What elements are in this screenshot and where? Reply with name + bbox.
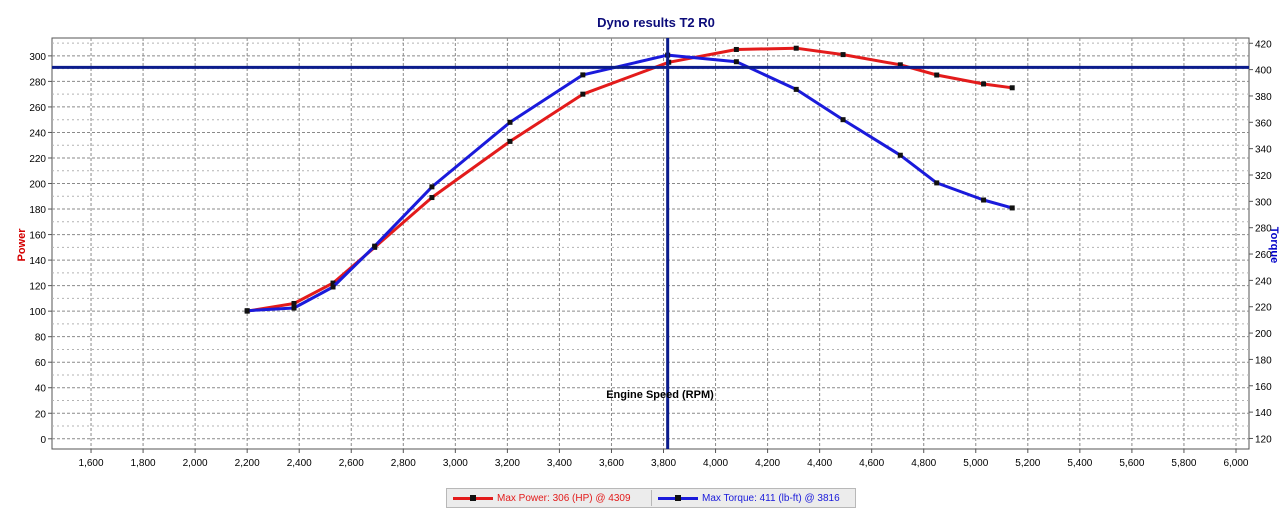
y2-tick-label: 200 bbox=[1255, 329, 1272, 340]
x-tick-label: 3,800 bbox=[651, 458, 676, 469]
x-tick-label: 5,600 bbox=[1119, 458, 1144, 469]
y2-tick-label: 300 bbox=[1255, 197, 1272, 208]
power-data-point bbox=[934, 72, 940, 78]
x-tick-label: 2,600 bbox=[339, 458, 364, 469]
x-tick-label: 4,600 bbox=[859, 458, 884, 469]
x-tick-label: 1,800 bbox=[131, 458, 156, 469]
y-tick-label: 260 bbox=[29, 103, 46, 114]
power-data-point bbox=[291, 300, 297, 306]
power-data-point bbox=[580, 91, 586, 97]
power-data-point bbox=[733, 46, 739, 52]
y-tick-label: 180 bbox=[29, 205, 46, 216]
x-axis-title: Engine Speed (RPM) bbox=[606, 389, 714, 401]
x-tick-label: 3,600 bbox=[599, 458, 624, 469]
x-tick-label: 3,400 bbox=[547, 458, 572, 469]
x-tick-label: 6,000 bbox=[1223, 458, 1248, 469]
torque-data-point bbox=[330, 284, 336, 290]
y-tick-label: 300 bbox=[29, 52, 46, 63]
y2-tick-label: 140 bbox=[1255, 408, 1272, 419]
x-tick-label: 4,400 bbox=[807, 458, 832, 469]
power-series-swatch bbox=[453, 493, 493, 503]
torque-data-point bbox=[897, 152, 903, 158]
torque-data-point bbox=[580, 72, 586, 78]
power-data-point bbox=[429, 195, 435, 201]
y2-tick-label: 340 bbox=[1255, 145, 1272, 156]
torque-data-point bbox=[1009, 205, 1015, 211]
y2-tick-label: 360 bbox=[1255, 118, 1272, 129]
power-data-point bbox=[840, 52, 846, 58]
y-tick-label: 80 bbox=[35, 333, 47, 344]
torque-series-swatch bbox=[658, 493, 698, 503]
power-data-point bbox=[1009, 85, 1015, 91]
x-tick-label: 2,200 bbox=[235, 458, 260, 469]
power-data-point bbox=[507, 138, 513, 144]
y2-tick-label: 160 bbox=[1255, 382, 1272, 393]
legend-power-label: Max Power: 306 (HP) @ 4309 bbox=[497, 492, 631, 504]
y2-tick-label: 180 bbox=[1255, 355, 1272, 366]
grid-lines bbox=[52, 38, 1249, 449]
y-tick-label: 60 bbox=[35, 358, 47, 369]
torque-data-point bbox=[291, 305, 297, 311]
torque-data-point bbox=[733, 59, 739, 65]
y-tick-label: 40 bbox=[35, 384, 47, 395]
x-tick-label: 5,400 bbox=[1067, 458, 1092, 469]
torque-data-point bbox=[981, 197, 987, 203]
legend-item-power[interactable]: Max Power: 306 (HP) @ 4309 bbox=[447, 493, 651, 504]
power-data-point bbox=[330, 280, 336, 286]
x-tick-label: 5,200 bbox=[1015, 458, 1040, 469]
y-tick-label: 280 bbox=[29, 77, 46, 88]
legend-divider bbox=[651, 490, 652, 506]
y-tick-label: 240 bbox=[29, 128, 46, 139]
x-tick-label: 3,000 bbox=[443, 458, 468, 469]
y2-tick-label: 260 bbox=[1255, 250, 1272, 261]
x-tick-label: 2,000 bbox=[183, 458, 208, 469]
y-tick-label: 20 bbox=[35, 409, 47, 420]
y-tick-label: 200 bbox=[29, 180, 46, 191]
y-tick-label: 140 bbox=[29, 256, 46, 267]
x-tick-label: 3,200 bbox=[495, 458, 520, 469]
y2-tick-label: 240 bbox=[1255, 276, 1272, 287]
legend-torque-label: Max Torque: 411 (lb-ft) @ 3816 bbox=[702, 492, 840, 504]
y2-tick-label: 320 bbox=[1255, 171, 1272, 182]
x-tick-label: 5,800 bbox=[1171, 458, 1196, 469]
torque-data-point bbox=[372, 243, 378, 249]
x-tick-label: 2,800 bbox=[391, 458, 416, 469]
chart-legend: Max Power: 306 (HP) @ 4309 Max Torque: 4… bbox=[446, 488, 856, 508]
y2-tick-label: 120 bbox=[1255, 434, 1272, 445]
y2-tick-label: 420 bbox=[1255, 39, 1272, 50]
power-data-point bbox=[897, 62, 903, 68]
y2-tick-label: 380 bbox=[1255, 92, 1272, 103]
x-tick-label: 4,200 bbox=[755, 458, 780, 469]
y2-tick-label: 280 bbox=[1255, 224, 1272, 235]
y-tick-label: 0 bbox=[40, 435, 46, 446]
torque-data-point bbox=[429, 184, 435, 190]
y2-tick-label: 400 bbox=[1255, 66, 1272, 77]
y-tick-label: 100 bbox=[29, 307, 46, 318]
crosshair-cursor bbox=[52, 38, 1249, 449]
torque-data-point bbox=[244, 308, 250, 314]
x-tick-label: 5,000 bbox=[963, 458, 988, 469]
x-tick-label: 4,800 bbox=[911, 458, 936, 469]
x-tick-label: 4,000 bbox=[703, 458, 728, 469]
y-tick-label: 120 bbox=[29, 282, 46, 293]
y2-tick-label: 220 bbox=[1255, 303, 1272, 314]
power-data-point bbox=[793, 45, 799, 51]
power-axis-title: Power bbox=[16, 228, 28, 262]
tick-labels: 1,600 1,800 2,000 2,200 2,400 2,600 2,800 3,000… bbox=[29, 39, 1272, 469]
chart-title: Dyno results T2 R0 bbox=[597, 15, 715, 30]
torque-data-point bbox=[507, 119, 513, 125]
x-tick-label: 1,600 bbox=[79, 458, 104, 469]
power-data-point bbox=[981, 81, 987, 87]
torque-axis-title: Torque bbox=[1268, 227, 1280, 263]
torque-data-point bbox=[840, 117, 846, 123]
torque-data-point bbox=[934, 180, 940, 186]
x-tick-label: 2,400 bbox=[287, 458, 312, 469]
legend-item-torque[interactable]: Max Torque: 411 (lb-ft) @ 3816 bbox=[652, 493, 840, 504]
y-tick-label: 160 bbox=[29, 231, 46, 242]
y-tick-label: 220 bbox=[29, 154, 46, 165]
torque-data-point bbox=[793, 86, 799, 92]
